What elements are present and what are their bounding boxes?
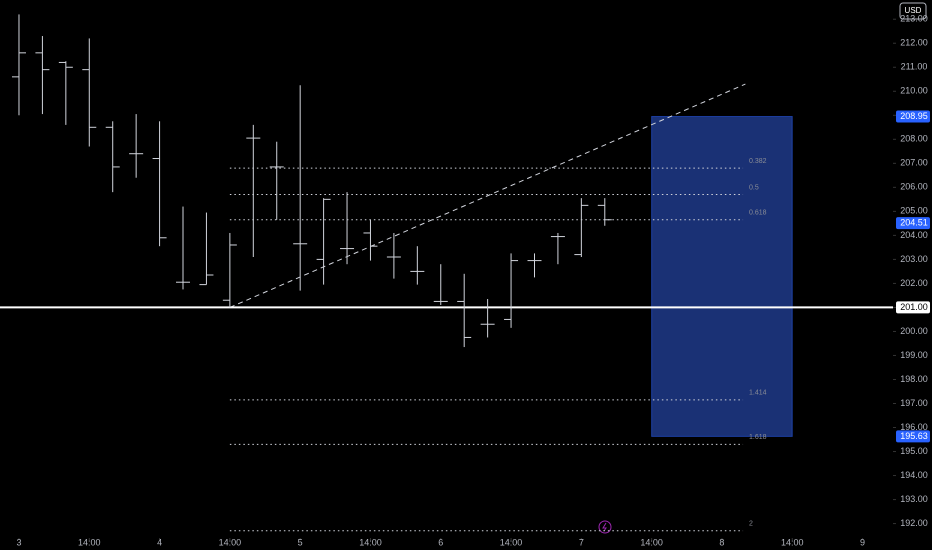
y-tick-label: 211.00 <box>901 62 928 72</box>
price-label: 204.51 <box>900 218 928 228</box>
price-label-box <box>896 110 930 123</box>
fib-level-label: 0.382 <box>749 158 767 165</box>
x-tick-label: 6 <box>438 537 443 547</box>
x-tick-label: 14:00 <box>500 537 523 547</box>
x-tick-label: 14:00 <box>219 537 242 547</box>
x-tick-label: 7 <box>579 537 584 547</box>
event-icon[interactable] <box>598 520 612 534</box>
y-tick-label: 204.00 <box>900 230 928 240</box>
price-label: 208.95 <box>900 111 928 121</box>
x-tick-label: 8 <box>719 537 724 547</box>
y-tick-label: 213.00 <box>900 14 928 24</box>
currency-button[interactable] <box>899 2 927 20</box>
fib-level-label: 0.618 <box>749 210 767 217</box>
y-tick-label: 197.00 <box>900 398 928 408</box>
x-tick-label: 4 <box>157 537 162 547</box>
fib-level-label: 1.414 <box>749 390 767 397</box>
x-tick-label: 14:00 <box>781 537 804 547</box>
x-tick-label: 14:00 <box>359 537 382 547</box>
price-label: 195.63 <box>900 431 928 441</box>
x-tick-label: 14:00 <box>640 537 663 547</box>
y-tick-label: 205.00 <box>900 206 928 216</box>
x-tick-label: 5 <box>298 537 303 547</box>
y-tick-label: 196.00 <box>900 422 928 432</box>
x-tick-label: 14:00 <box>78 537 101 547</box>
price-label: 201.00 <box>900 302 928 312</box>
price-label-box <box>896 217 930 230</box>
y-tick-label: 193.00 <box>900 494 928 504</box>
y-tick-label: 203.00 <box>900 254 928 264</box>
y-tick-label: 210.00 <box>900 86 928 96</box>
fib-level-label: 0.5 <box>749 184 759 191</box>
y-tick-label: 212.00 <box>900 38 928 48</box>
y-tick-label: 192.00 <box>900 518 928 528</box>
fib-level-label: 2 <box>749 521 753 528</box>
x-tick-label: 3 <box>16 537 21 547</box>
y-tick-label: 195.00 <box>900 446 928 456</box>
currency-label[interactable]: USD <box>905 6 922 15</box>
y-tick-label: 200.00 <box>900 326 928 336</box>
y-tick-label: 202.00 <box>900 278 928 288</box>
y-tick-label: 207.00 <box>900 158 928 168</box>
trend-line <box>229 83 746 308</box>
price-label-box <box>896 301 930 314</box>
y-tick-label: 208.00 <box>900 134 928 144</box>
y-tick-label: 206.00 <box>900 182 928 192</box>
range-box <box>651 115 793 437</box>
x-tick-label: 9 <box>860 537 865 547</box>
y-tick-label: 199.00 <box>900 350 928 360</box>
fib-level-label: 1.618 <box>749 434 767 441</box>
event-icon-bolt <box>602 522 607 532</box>
y-tick-label: 198.00 <box>900 374 928 384</box>
y-tick-label: 194.00 <box>900 470 928 480</box>
price-label-box <box>896 430 930 443</box>
